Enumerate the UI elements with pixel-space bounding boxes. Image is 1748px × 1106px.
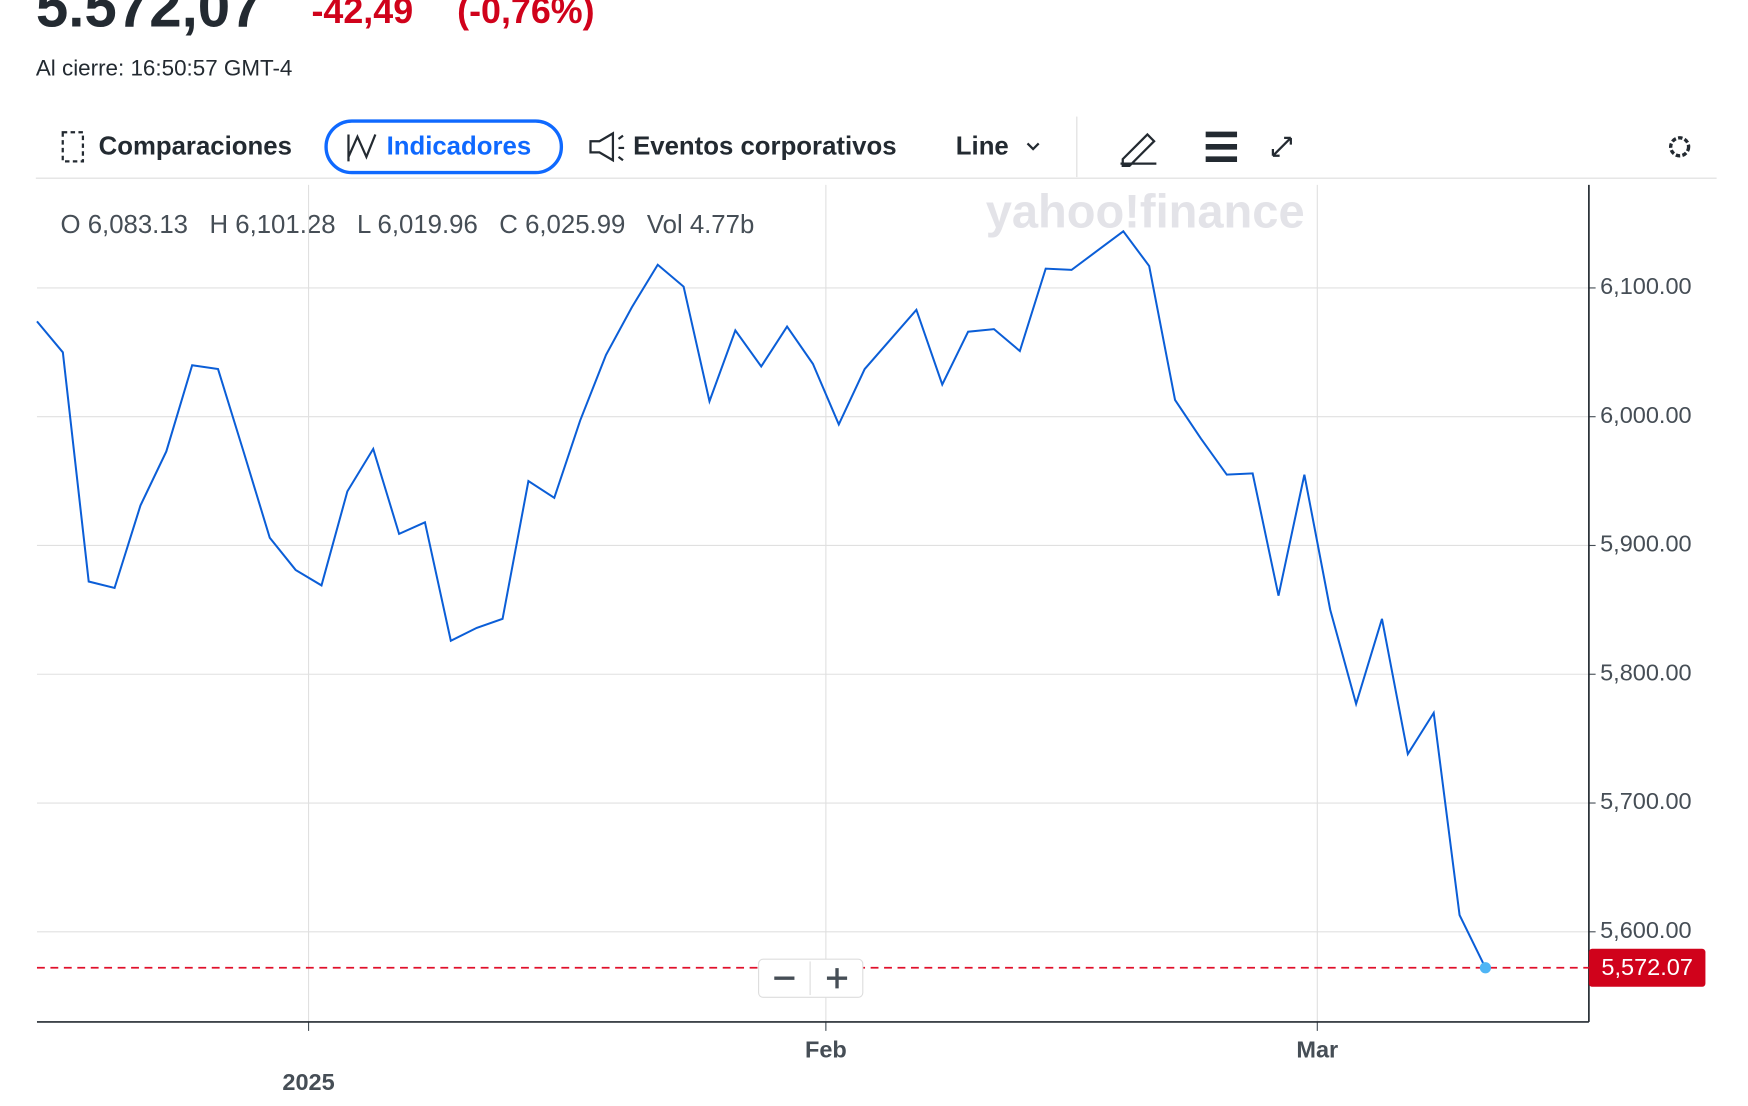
- watermark: yahoo!finance: [986, 185, 1305, 238]
- x-tick-label: 2025: [282, 1069, 334, 1095]
- y-tick-label: 6,000.00: [1600, 402, 1692, 428]
- plot: 5,600.00 5,700.00 5,800.00 5,900.00 6,000.00…: [36, 184, 1706, 1095]
- y-tick-label: 5,800.00: [1600, 659, 1692, 685]
- x-tick-label: Mar: [1296, 1036, 1338, 1062]
- settings-button[interactable]: [1669, 136, 1691, 158]
- label: Indicadores: [387, 133, 532, 161]
- price: 5.572,07: [36, 0, 263, 40]
- outline: [324, 119, 564, 175]
- indicators-button[interactable]: Indicadores: [324, 119, 564, 175]
- menu-button[interactable]: [1205, 131, 1238, 162]
- fullscreen-button[interactable]: [1271, 136, 1292, 157]
- label: Comparaciones: [99, 133, 292, 161]
- zoom-in[interactable]: [826, 968, 848, 989]
- y-tick-label: 5,700.00: [1600, 788, 1692, 814]
- y-tick-label: 5,900.00: [1600, 531, 1692, 557]
- icon: [61, 131, 85, 163]
- y-tick-label: 5,600.00: [1600, 917, 1692, 943]
- last-price-label: 5,572.07: [1601, 954, 1693, 980]
- change-percent: (-0,76%): [457, 0, 594, 31]
- events-button[interactable]: Eventos corporativos: [589, 131, 897, 163]
- icon: [589, 131, 625, 163]
- x-tick-label: Feb: [805, 1036, 847, 1062]
- close-time: Al cierre: 16:50:57 GMT-4: [36, 55, 293, 80]
- last-price-badge: [1588, 948, 1706, 987]
- ohlc: O 6,083.13 H 6,101.28 L 6,019.96 C 6,025…: [61, 211, 755, 239]
- y-tick-label: 6,100.00: [1600, 273, 1692, 299]
- label: Eventos corporativos: [633, 133, 896, 161]
- change: -42,49: [312, 0, 414, 31]
- caret: [1026, 142, 1040, 151]
- comparisons-button[interactable]: Comparaciones: [61, 131, 292, 163]
- zoom-controls: [758, 958, 864, 998]
- draw-button[interactable]: [1120, 132, 1157, 167]
- chart-type-dropdown[interactable]: Line: [956, 133, 1040, 161]
- icon: [347, 133, 377, 162]
- price-line: [36, 229, 1487, 969]
- last-point: [1479, 962, 1492, 974]
- label: Line: [956, 133, 1009, 161]
